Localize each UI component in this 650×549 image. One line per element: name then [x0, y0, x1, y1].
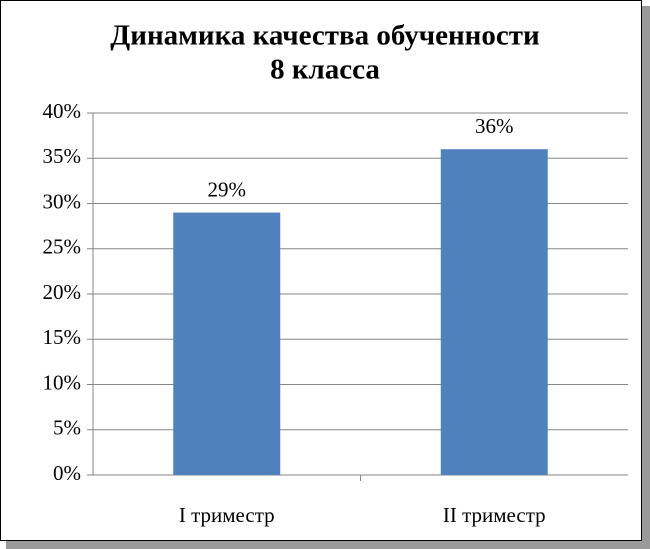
chart-title: 8 класса [270, 54, 380, 86]
y-tick-label: 0% [53, 461, 81, 485]
y-tick-label: 40% [43, 99, 82, 123]
y-tick-label: 35% [43, 144, 82, 168]
y-tick-label: 15% [43, 325, 82, 349]
x-tick-label: II триместр [443, 503, 546, 527]
x-tick-label: I триместр [179, 503, 275, 527]
chart-title: Динамика качества обученности [110, 20, 539, 52]
shadow [6, 541, 650, 549]
y-tick-label: 10% [43, 370, 82, 394]
y-tick-label: 5% [53, 416, 81, 440]
y-tick-label: 25% [43, 235, 82, 259]
y-tick-label: 20% [43, 280, 82, 304]
shadow [642, 6, 650, 549]
data-label: 36% [475, 114, 514, 138]
y-tick-label: 30% [43, 189, 82, 213]
bar [440, 149, 548, 475]
data-label: 29% [208, 177, 247, 201]
bar [173, 212, 281, 476]
